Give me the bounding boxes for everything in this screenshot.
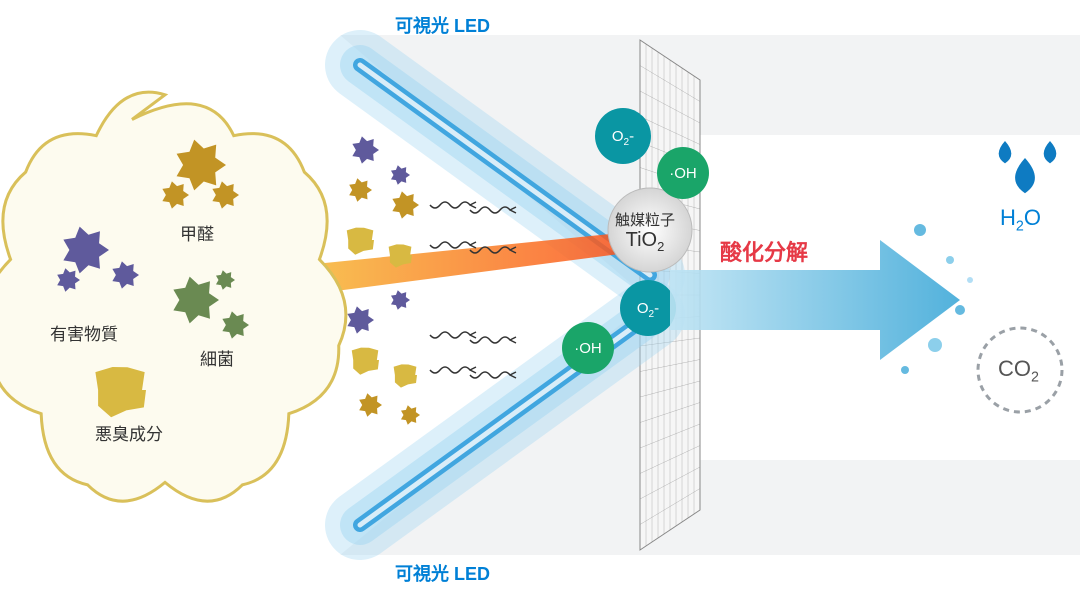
- reaction-label: 酸化分解: [720, 235, 808, 267]
- led-bottom-label: 可視光 LED: [395, 560, 490, 586]
- airflow-lines: [430, 202, 516, 378]
- diagram-svg: O2-·OHO2-·OH: [0, 0, 1080, 594]
- catalyst-label: 触媒粒子TiO2: [615, 212, 675, 255]
- harmful-label: 有害物質: [50, 320, 118, 345]
- photocatalysis-diagram: { "canvas": { "w": 1080, "h": 594, "bg":…: [0, 0, 1080, 594]
- formaldehyde-label: 甲醛: [180, 220, 214, 245]
- bacteria-label: 細菌: [200, 345, 234, 370]
- co2-label: CO2: [998, 356, 1039, 385]
- odor-label: 悪臭成分: [95, 420, 163, 445]
- svg-text:·OH: ·OH: [669, 165, 697, 182]
- led-top-label: 可視光 LED: [395, 12, 490, 38]
- h2o-label: H2O: [1000, 205, 1041, 234]
- pollutant-cloud: [0, 92, 346, 501]
- svg-text:·OH: ·OH: [574, 340, 602, 357]
